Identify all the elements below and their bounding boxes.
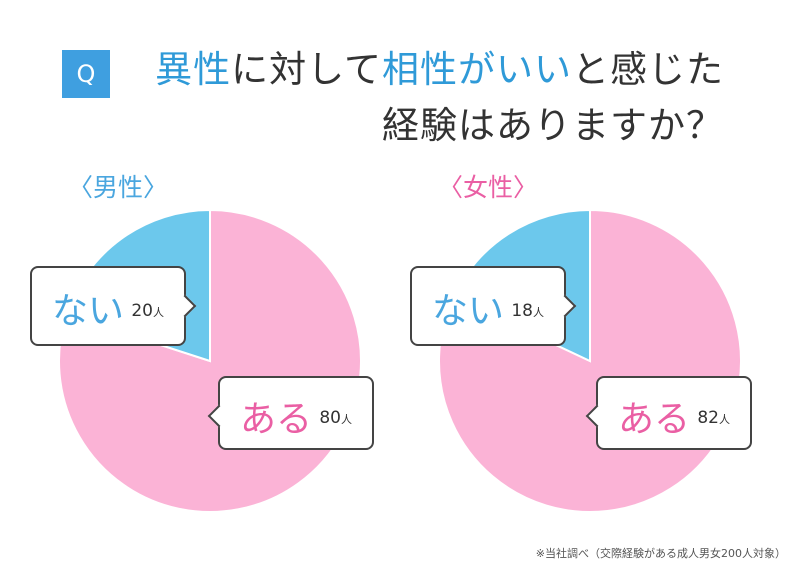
male-aru-unit: 人 [341, 413, 352, 426]
title-part-1: に対して [231, 48, 382, 91]
title-part-3: と感じた [572, 48, 724, 91]
title-line-1: 異性に対して相性がいいと感じた [104, 42, 724, 98]
title-part-0: 異性 [155, 48, 232, 91]
female-aru-label: ある [618, 399, 691, 440]
male-pie [58, 208, 362, 513]
female-nai-value: 18 [511, 301, 533, 321]
female-pie [438, 208, 742, 513]
male-nai-count: 20人 [131, 301, 164, 321]
male-aru-count: 80人 [319, 408, 352, 428]
female-nai-unit: 人 [533, 306, 544, 319]
male-nai-label: ない [52, 291, 125, 332]
question-title: 異性に対して相性がいいと感じた 経験はありますか？ [104, 42, 724, 154]
title-part-2: 相性がいい [382, 48, 572, 91]
question-badge: Q [62, 50, 110, 98]
male-aru-callout: ある 80人 [207, 376, 374, 450]
female-aru-unit: 人 [719, 413, 730, 426]
female-nai-count: 18人 [511, 301, 544, 321]
male-aru-value: 80 [319, 408, 341, 428]
female-aru-value: 82 [697, 408, 719, 428]
male-nai-callout: ない 20人 [30, 266, 197, 346]
female-nai-label: ない [432, 291, 505, 332]
female-nai-callout: ない 18人 [410, 266, 577, 346]
female-aru-callout: ある 82人 [585, 376, 752, 450]
female-aru-count: 82人 [697, 408, 730, 428]
male-nai-unit: 人 [153, 306, 164, 319]
title-line-2: 経験はありますか？ [382, 104, 724, 147]
male-aru-label: ある [240, 399, 313, 440]
footnote: ※当社調べ（交際経験がある成人男女200人対象） [535, 547, 786, 560]
female-chart-title: 〈女性〉 [438, 173, 539, 202]
male-nai-value: 20 [131, 301, 153, 321]
male-chart-title: 〈男性〉 [68, 173, 169, 202]
